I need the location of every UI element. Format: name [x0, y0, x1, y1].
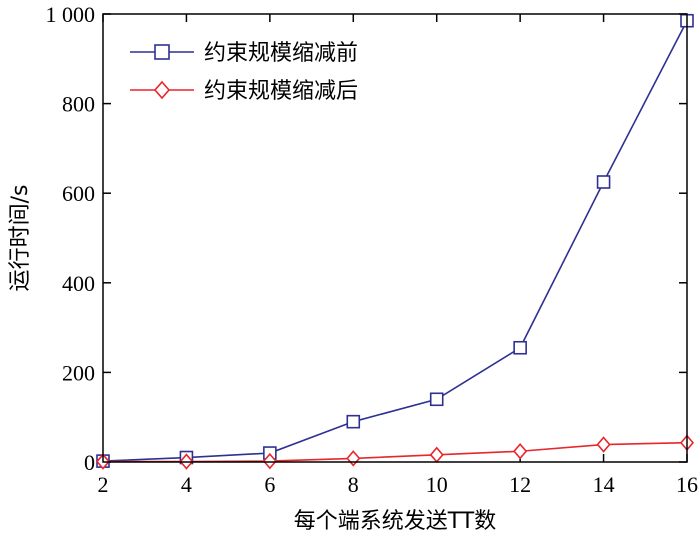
square-marker [154, 44, 170, 60]
y-axis-title: 运行时间/s [8, 185, 33, 292]
x-tick-label: 16 [676, 472, 698, 497]
legend-item: 约束规模缩减前 [130, 41, 358, 66]
x-axis-ticks: 2 4 6 8 10 12 14 16 [98, 14, 698, 497]
y-tick-label: 400 [62, 271, 95, 296]
y-tick-label: 1 000 [46, 2, 96, 27]
diamond-marker [596, 436, 611, 453]
x-axis-title: 每个端系统发送TT数 [294, 509, 497, 534]
series-before-reduction [96, 13, 694, 468]
y-tick-label: 600 [62, 181, 95, 206]
x-tick-label: 10 [426, 472, 448, 497]
series-layer [95, 13, 695, 470]
square-marker [429, 392, 444, 407]
diamond-marker [513, 443, 528, 460]
x-tick-label: 12 [509, 472, 531, 497]
diamond-marker [262, 452, 277, 470]
x-tick-label: 2 [98, 472, 109, 497]
legend-label: 约束规模缩减后 [204, 79, 358, 104]
y-axis-ticks: 0 200 400 600 800 1 000 [46, 2, 687, 475]
square-marker [596, 175, 611, 189]
square-marker [513, 340, 527, 355]
series-line [102, 20, 688, 462]
x-tick-label: 6 [264, 472, 275, 497]
x-tick-label: 4 [181, 472, 192, 497]
y-tick-label: 200 [62, 360, 95, 385]
plot-frame [102, 13, 688, 463]
square-marker [346, 414, 361, 429]
diamond-marker [429, 446, 444, 464]
legend-label: 约束规模缩减前 [204, 41, 358, 66]
diamond-marker [346, 450, 361, 467]
y-tick-label: 0 [84, 450, 95, 475]
x-tick-label: 8 [348, 472, 359, 497]
x-tick-label: 14 [593, 472, 615, 497]
y-tick-label: 800 [62, 92, 95, 117]
legend-item: 约束规模缩减后 [130, 79, 358, 104]
diamond-marker [153, 80, 171, 100]
